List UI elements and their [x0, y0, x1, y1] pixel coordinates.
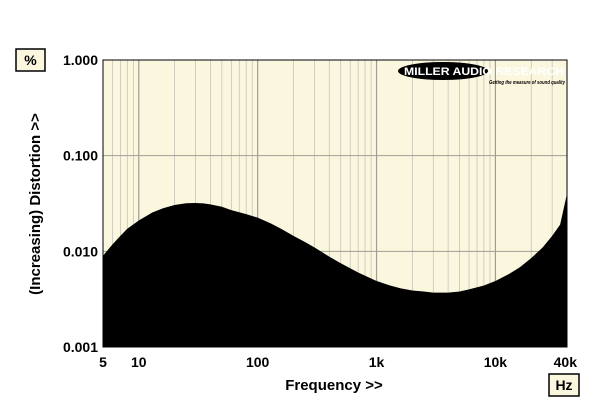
x-tick-label: 5 [99, 354, 107, 370]
plot-border [102, 59, 568, 348]
y-tick-label: 1.000 [63, 52, 98, 68]
x-unit-label: Hz [555, 377, 572, 393]
logo-tagline: Getting the measure of sound quality [489, 80, 565, 86]
x-unit-box: Hz [548, 373, 580, 397]
x-axis-ticks: 5 10 100 1k 10k 40k [99, 354, 577, 370]
y-unit-box: % [15, 48, 46, 72]
distortion-area [103, 193, 567, 347]
x-tick-label: 10 [131, 354, 147, 370]
y-tick-label: 0.100 [63, 148, 98, 164]
y-tick-label: 0.001 [63, 339, 98, 355]
x-tick-label: 100 [246, 354, 270, 370]
logo-name: MILLER AUDIO RESEARCH [404, 66, 564, 78]
y-unit-label: % [24, 52, 37, 68]
x-tick-label: 10k [484, 354, 508, 370]
y-tick-label: 0.010 [63, 243, 98, 259]
x-tick-label: 40k [554, 354, 578, 370]
x-tick-label: 1k [369, 354, 385, 370]
y-axis-title: (Increasing) Distortion >> [27, 113, 44, 295]
miller-audio-research-logo: MILLER AUDIO RESEARCH Getting the measur… [398, 62, 565, 86]
x-axis-title: Frequency >> [285, 377, 383, 394]
y-axis-ticks: 0.001 0.010 0.100 1.000 [63, 52, 98, 355]
